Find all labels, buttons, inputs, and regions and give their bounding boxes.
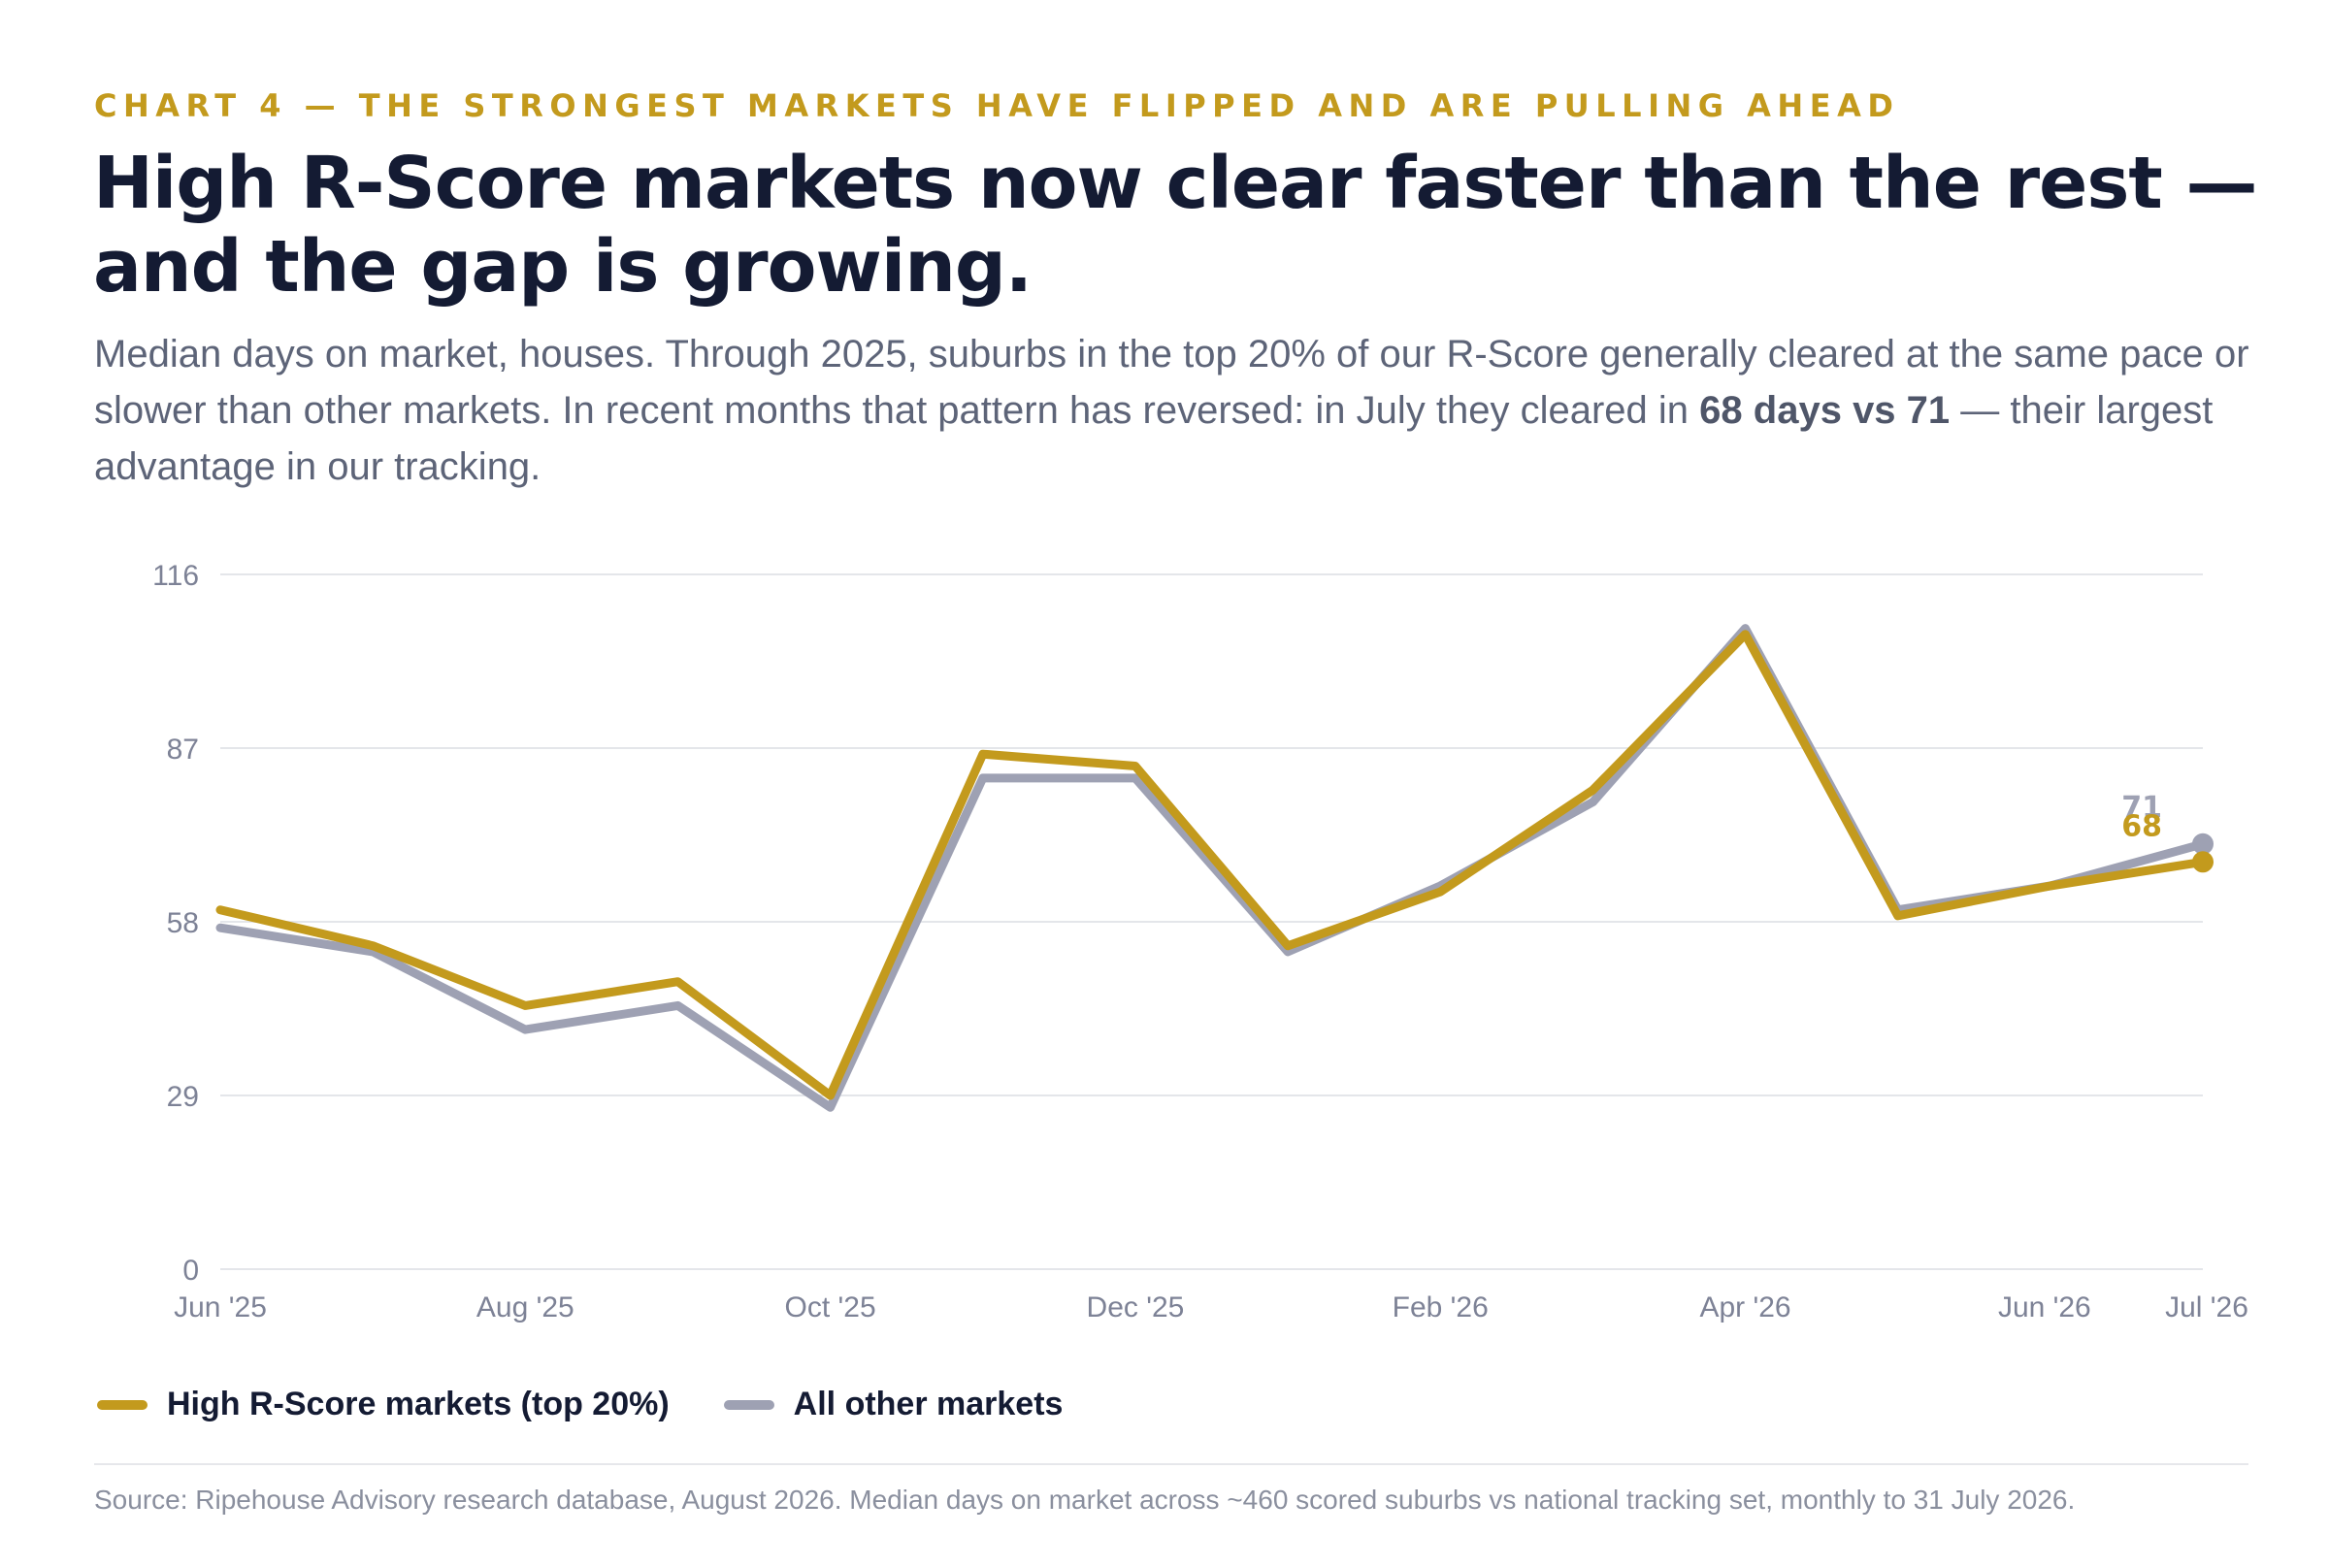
source-note: Source: Ripehouse Advisory research data…	[94, 1485, 2076, 1515]
end-point-high-rscore	[2192, 851, 2214, 873]
footer-divider	[94, 1463, 2248, 1465]
y-tick-label: 29	[167, 1081, 199, 1113]
legend-label-other: All other markets	[793, 1386, 1064, 1422]
x-tick-label: Jul '26	[2165, 1291, 2248, 1323]
x-tick-label: Jun '26	[1998, 1291, 2091, 1323]
subtitle-highlight: 68 days vs 71	[1699, 389, 1951, 432]
chart-eyebrow: CHART 4 — THE STRONGEST MARKETS HAVE FLI…	[94, 87, 1900, 124]
chart-legend: High R-Score markets (top 20%) All other…	[97, 1386, 1117, 1423]
series-line-high-rscore	[215, 630, 2208, 1100]
legend-item-high: High R-Score markets (top 20%)	[97, 1386, 670, 1423]
subtitle-text-end: — their largest advantage in our trackin…	[94, 389, 2214, 488]
legend-swatch-high	[97, 1399, 148, 1410]
subtitle-text: Median days on market, houses. Through 2…	[94, 333, 2249, 432]
chart-title: High R-Score markets now clear faster th…	[93, 142, 2258, 309]
chart-subtitle: Median days on market, houses. Through 2…	[94, 326, 2278, 495]
legend-label-high: High R-Score markets (top 20%)	[167, 1386, 670, 1422]
end-point-other-markets	[2192, 833, 2214, 855]
x-tick-label: Dec '25	[1087, 1291, 1185, 1323]
y-tick-label: 0	[182, 1255, 199, 1287]
x-tick-label: Feb '26	[1393, 1291, 1489, 1323]
y-tick-label: 116	[152, 560, 199, 592]
legend-item-other: All other markets	[723, 1386, 1064, 1423]
x-tick-label: Apr '26	[1699, 1291, 1790, 1323]
x-tick-label: Oct '25	[785, 1291, 876, 1323]
end-label-other-markets: 71	[2121, 791, 2162, 825]
x-tick-label: Jun '25	[174, 1291, 267, 1323]
y-tick-label: 87	[167, 734, 199, 766]
series-line-other-markets	[215, 624, 2208, 1112]
legend-swatch-other	[723, 1399, 774, 1410]
end-label-high-rscore: 68	[2121, 809, 2162, 843]
x-tick-label: Aug '25	[476, 1291, 574, 1323]
y-tick-label: 58	[167, 907, 199, 939]
